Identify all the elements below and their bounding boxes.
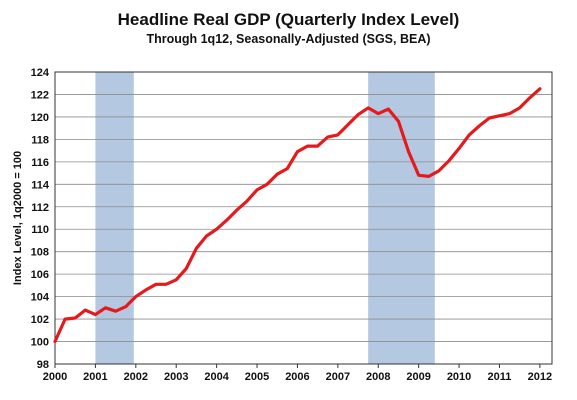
y-tick-label: 104 [31,292,50,304]
x-tick-label: 2012 [528,371,552,383]
data-point [518,106,521,110]
y-tick-label: 120 [31,112,49,124]
recession-bands [95,72,435,364]
y-tick-label: 110 [31,224,49,236]
data-point [538,87,542,91]
y-tick-label: 100 [31,337,49,349]
data-point [508,112,511,115]
y-tick-label: 124 [31,67,50,79]
data-point [306,144,309,148]
x-tick-label: 2007 [326,371,350,383]
data-point [366,106,370,110]
chart-subtitle: Through 1q12, Seasonally-Adjusted (SGS, … [146,32,431,46]
data-point [255,188,259,192]
data-point [276,173,279,176]
data-point [316,144,319,148]
data-point [74,316,77,320]
data-point [265,183,269,186]
y-tick-label: 118 [31,134,49,146]
x-tick-label: 2003 [164,371,188,383]
data-point [134,295,138,298]
data-point [94,313,97,316]
y-tick-label: 108 [31,247,49,259]
data-point [478,124,481,128]
data-point [417,174,420,177]
data-point [346,123,350,126]
data-point [447,159,451,162]
data-point [326,135,329,139]
x-tick-label: 2002 [124,371,148,383]
data-points [53,87,542,343]
data-point [185,267,188,270]
y-tick-label: 106 [31,269,49,281]
data-point [437,169,441,173]
x-tick-label: 2010 [447,371,471,383]
data-point [286,167,289,170]
data-point [488,116,491,120]
recession-band-2 [368,72,435,364]
data-point [144,288,148,292]
y-tick-label: 122 [31,89,49,101]
data-point [498,114,501,118]
y-tick-label: 116 [31,157,49,169]
recession-band-1 [95,72,134,364]
data-point [215,228,218,231]
x-tick-label: 2005 [245,371,269,383]
x-tick-label: 2000 [43,371,67,383]
y-tick-label: 114 [31,179,50,191]
data-point [245,199,249,203]
data-point [356,113,360,116]
x-axis-ticks: 2000 2001 2002 2003 2004 2005 2006 2007 2008 2009… [43,364,552,383]
data-point [407,150,410,153]
x-tick-label: 2011 [488,371,512,383]
data-point [377,112,380,115]
data-point [457,147,461,150]
data-point [154,283,158,286]
data-point [427,175,430,178]
data-point [63,317,67,321]
data-point [235,208,239,212]
data-point [114,310,117,313]
data-point [296,150,299,153]
x-tick-label: 2001 [83,371,107,383]
y-tick-label: 112 [31,202,49,214]
chart-title: Headline Real GDP (Quarterly Index Level… [117,10,460,29]
y-axis-label: Index Level, 1q2000 = 100 [12,151,24,285]
data-point [104,306,107,310]
data-point [225,219,228,222]
data-point [205,234,208,238]
data-point [397,120,400,123]
data-point [164,283,168,286]
data-point [336,133,340,137]
x-tick-label: 2009 [406,371,430,383]
y-axis-ticks: 98 100 102 104 106 108 110 112 114 116 118 120 122 12… [31,67,50,371]
plot-area-frame [54,71,553,365]
data-point [124,305,127,308]
data-point [53,340,57,343]
data-point [528,96,531,100]
y-tick-label: 98 [37,359,49,371]
x-tick-label: 2008 [366,371,390,383]
data-point [195,247,198,250]
y-tick-label: 102 [31,314,49,326]
data-point [467,133,471,137]
data-point [175,278,178,281]
x-tick-label: 2004 [204,371,229,383]
x-tick-label: 2006 [285,371,309,383]
data-point [84,308,87,312]
data-point [387,107,390,111]
